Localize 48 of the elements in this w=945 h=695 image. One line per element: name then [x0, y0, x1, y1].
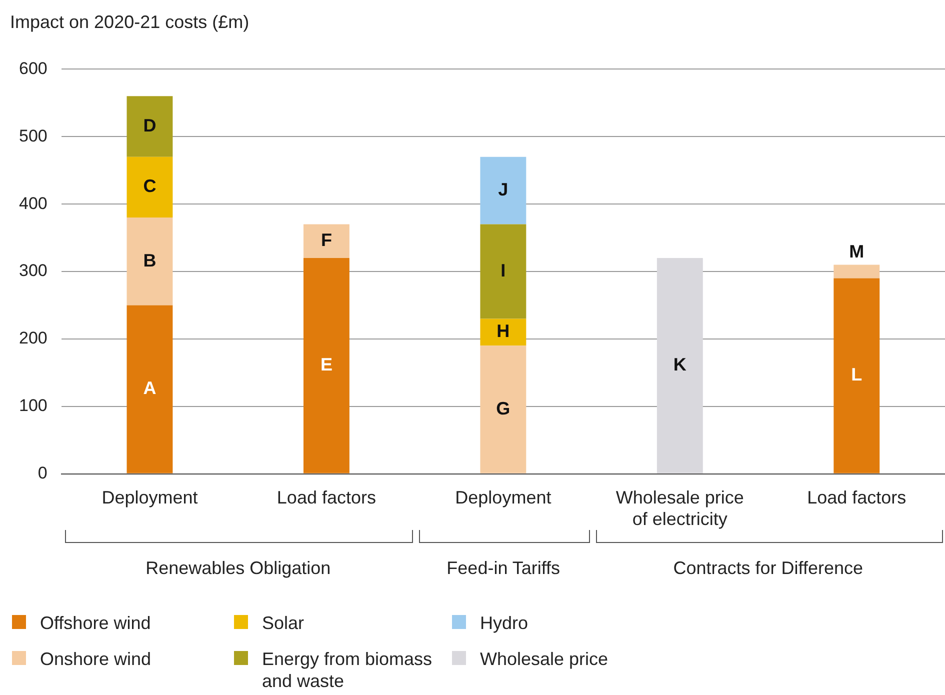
text: Renewables Obligation	[146, 558, 331, 579]
data-label: D	[143, 115, 156, 136]
bar	[656, 258, 703, 474]
y-tick-label: 100	[18, 396, 48, 416]
legend-label: Solar	[262, 612, 304, 634]
legend-label: Onshore wind	[40, 648, 152, 670]
bar	[303, 224, 350, 258]
y-tick-label: 0	[38, 463, 48, 482]
x-tick-label: Wholesale price of electricity	[616, 488, 744, 530]
data-label: A	[143, 378, 156, 398]
legend-label: Offshore wind	[40, 612, 151, 634]
data-label: L	[851, 364, 862, 385]
bar	[834, 264, 880, 278]
text: Contracts for Difference	[673, 558, 864, 579]
data-label: M	[849, 242, 864, 262]
data-label: B	[143, 250, 156, 270]
legend-label: Energy from biomass and waste	[262, 648, 434, 692]
x-tick-label: Deployment	[102, 488, 198, 508]
data-label: I	[500, 260, 506, 280]
data-label: E	[320, 354, 332, 375]
bar	[303, 258, 350, 474]
x-tick-label: Load factors	[807, 488, 906, 508]
bar	[126, 305, 173, 474]
data-label: H	[496, 321, 510, 342]
y-tick-label: 200	[18, 328, 48, 348]
y-tick-label: 300	[18, 261, 48, 280]
bar	[126, 218, 173, 306]
legend-label: Wholesale price	[480, 648, 608, 670]
x-tick-label: Load factors	[276, 488, 376, 508]
data-label: F	[320, 230, 332, 250]
y-tick-label: 500	[18, 126, 48, 146]
bar	[480, 224, 526, 319]
data-label: C	[143, 176, 156, 196]
bar	[480, 318, 526, 346]
y-axis-title: Impact on 2020-21 costs (£m)	[10, 12, 250, 33]
data-label: K	[673, 354, 686, 375]
legend-label: Hydro	[480, 612, 528, 634]
bar	[480, 346, 526, 474]
bar	[126, 96, 173, 157]
bar	[834, 278, 880, 474]
bar	[480, 156, 526, 224]
data-label: J	[498, 180, 508, 200]
bar	[126, 156, 173, 218]
y-tick-label: 600	[18, 58, 48, 78]
data-label: G	[496, 398, 510, 418]
y-tick-label: 400	[18, 194, 48, 213]
x-tick-label: Deployment	[455, 488, 552, 508]
text: Feed-in Tariffs	[446, 558, 560, 579]
